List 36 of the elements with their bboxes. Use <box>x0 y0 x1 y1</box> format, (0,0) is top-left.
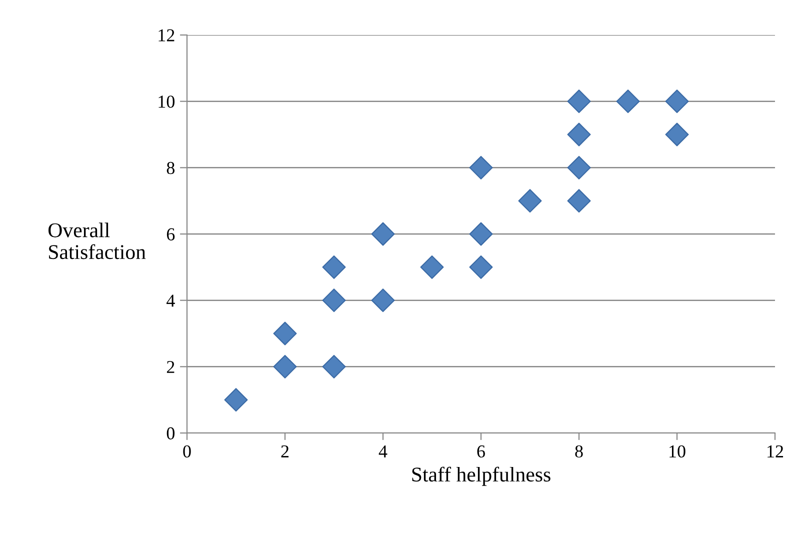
point <box>518 189 542 213</box>
point <box>567 156 591 180</box>
point <box>224 388 248 412</box>
point <box>371 288 395 312</box>
x-tick-label: 6 <box>477 445 485 458</box>
point <box>469 255 493 279</box>
point <box>665 90 689 114</box>
point <box>567 122 591 146</box>
point <box>322 288 346 312</box>
point <box>273 354 297 378</box>
x-tick-label: 4 <box>378 445 388 458</box>
y-tick-label: 2 <box>166 360 174 373</box>
y-tick-label: 12 <box>158 29 174 42</box>
point <box>469 156 493 180</box>
y-tick-label: 0 <box>166 427 175 440</box>
y-tick-label: 10 <box>158 96 175 108</box>
y-tick-label: 4 <box>166 294 175 307</box>
point <box>616 90 640 114</box>
point <box>273 322 297 346</box>
y-axis-title: Overall Satisfaction <box>48 222 146 260</box>
point <box>567 90 591 114</box>
x-tick-label: 0 <box>183 445 191 458</box>
point <box>665 122 689 146</box>
point <box>371 222 395 246</box>
point <box>567 189 591 213</box>
x-tick-label: 8 <box>575 445 583 458</box>
y-tick-label: 8 <box>166 162 175 174</box>
x-tick-label: 2 <box>281 445 289 458</box>
y-tick-label: 6 <box>166 228 175 240</box>
x-tick-label: 12 <box>768 445 784 458</box>
x-tick-label: 10 <box>670 445 686 458</box>
point <box>322 354 346 378</box>
point <box>322 255 346 279</box>
point <box>469 222 493 246</box>
x-axis-title: Staff helpfulness <box>412 466 550 486</box>
point <box>420 255 444 279</box>
